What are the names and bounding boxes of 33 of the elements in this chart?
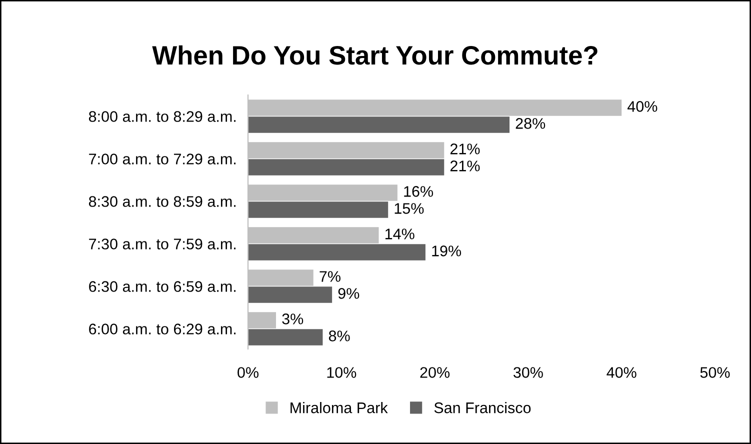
data-label: 28% bbox=[516, 118, 546, 129]
legend-label: San Francisco bbox=[434, 402, 531, 414]
chart-title: When Do You Start Your Commute? bbox=[152, 45, 598, 65]
bar bbox=[248, 202, 388, 218]
x-tick-label: 50% bbox=[700, 367, 730, 378]
bar bbox=[248, 244, 426, 260]
data-label: 16% bbox=[404, 186, 434, 197]
x-tick-label: 10% bbox=[327, 367, 356, 378]
y-tick-label: 8:30 a.m. to 8:59 a.m. bbox=[88, 196, 236, 207]
data-label: 21% bbox=[450, 144, 480, 154]
x-tick-label: 0% bbox=[238, 367, 258, 378]
bar bbox=[248, 159, 444, 176]
data-label: 14% bbox=[385, 228, 414, 240]
data-label: 9% bbox=[338, 288, 360, 299]
data-label: 3% bbox=[282, 314, 304, 324]
data-label: 8% bbox=[328, 330, 350, 342]
bar bbox=[248, 116, 510, 133]
y-tick-label: 8:00 a.m. to 8:29 a.m. bbox=[88, 111, 236, 122]
x-tick-label: 40% bbox=[606, 367, 636, 378]
x-tick-label: 20% bbox=[420, 367, 450, 378]
legend-label: Miraloma Park bbox=[290, 402, 388, 414]
y-tick-label: 7:30 a.m. to 7:59 a.m. bbox=[89, 238, 236, 250]
data-label: 21% bbox=[450, 160, 480, 172]
bar bbox=[248, 329, 323, 346]
data-label: 19% bbox=[432, 246, 462, 256]
x-tick-label: 30% bbox=[513, 367, 543, 378]
y-tick-label: 7:00 a.m. to 7:29 a.m. bbox=[89, 154, 236, 164]
y-tick-label: 6:30 a.m. to 6:59 a.m. bbox=[89, 281, 236, 292]
data-label: 7% bbox=[320, 271, 340, 282]
y-tick-label: 6:00 a.m. to 6:29 a.m. bbox=[89, 324, 236, 334]
bar bbox=[248, 286, 332, 303]
data-label: 15% bbox=[394, 203, 424, 214]
data-label: 40% bbox=[628, 101, 658, 112]
